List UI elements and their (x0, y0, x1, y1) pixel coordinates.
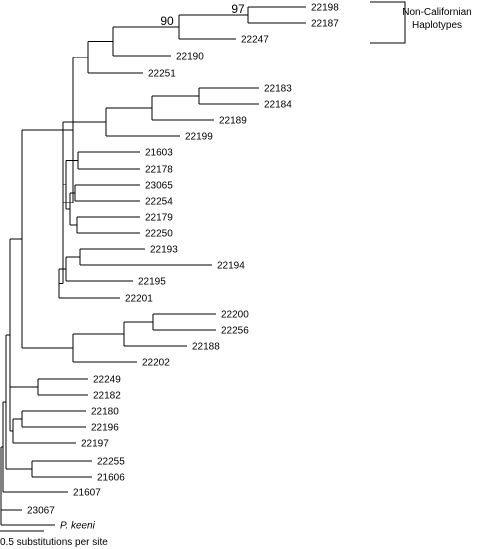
leaf-label-22187: 22187 (311, 19, 339, 30)
leaf-label-22194: 22194 (217, 261, 245, 272)
leaf-label-22251: 22251 (148, 69, 176, 80)
leaf-label-22189: 22189 (219, 116, 247, 127)
leaf-label-22250: 22250 (145, 229, 173, 240)
bootstrap-values: 97 90 (160, 2, 245, 28)
tree-branches (0, 6, 306, 526)
bootstrap-value-90: 90 (160, 14, 174, 28)
leaf-label-22200: 22200 (221, 310, 249, 321)
leaf-label-22193: 22193 (150, 245, 178, 256)
leaf-label-22254: 22254 (145, 197, 173, 208)
leaf-label-22190: 22190 (176, 52, 204, 63)
leaf-label-22188: 22188 (192, 342, 220, 353)
leaf-label-22178: 22178 (145, 165, 173, 176)
bracket-label-line2: Haplotypes (412, 20, 462, 31)
scale-bar: 0.5 substitutions per site (0, 530, 108, 548)
leaf-label-22195: 22195 (138, 277, 166, 288)
leaf-label-22197: 22197 (81, 439, 109, 450)
leaf-label-21603: 21603 (145, 148, 173, 159)
leaf-label-keeni: P. keeni (60, 521, 96, 532)
leaf-label-22199: 22199 (185, 132, 213, 143)
leaf-label-22198: 22198 (311, 3, 339, 14)
leaf-label-22179: 22179 (145, 213, 173, 224)
leaf-label-22256: 22256 (221, 326, 249, 337)
leaf-label-21607: 21607 (73, 488, 101, 499)
leaf-label-22182: 22182 (93, 391, 121, 402)
non-californian-bracket: Non-Californian Haplotypes (370, 1, 472, 44)
leaf-label-22201: 22201 (125, 294, 153, 305)
leaf-label-22180: 22180 (91, 407, 119, 418)
leaf-label-22255: 22255 (97, 457, 125, 468)
scale-bar-label: 0.5 substitutions per site (0, 537, 108, 548)
leaf-label-22247: 22247 (241, 35, 269, 46)
leaf-label-22249: 22249 (93, 375, 121, 386)
leaf-label-22184: 22184 (264, 100, 292, 111)
leaf-label-22196: 22196 (91, 423, 119, 434)
leaf-label-23067: 23067 (27, 506, 55, 517)
leaf-label-21606: 21606 (97, 473, 125, 484)
bootstrap-value-97: 97 (231, 2, 245, 16)
leaf-label-23065: 23065 (145, 181, 173, 192)
leaf-label-22183: 22183 (264, 84, 292, 95)
bracket-label-line1: Non-Californian (402, 7, 471, 18)
leaf-label-22202: 22202 (142, 358, 170, 369)
